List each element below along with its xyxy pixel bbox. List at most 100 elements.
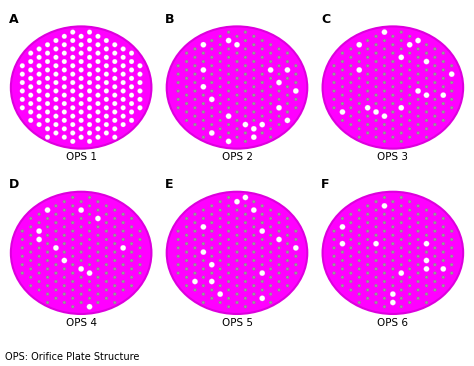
Circle shape	[442, 52, 445, 55]
Circle shape	[392, 111, 394, 113]
Circle shape	[219, 259, 222, 262]
Text: F: F	[321, 178, 329, 191]
Circle shape	[358, 234, 361, 237]
Circle shape	[210, 272, 213, 274]
Circle shape	[374, 136, 378, 139]
Circle shape	[227, 98, 230, 101]
Circle shape	[277, 255, 281, 258]
Circle shape	[425, 276, 428, 279]
Circle shape	[80, 259, 82, 262]
Circle shape	[349, 106, 352, 109]
Circle shape	[417, 48, 419, 51]
Circle shape	[219, 284, 222, 287]
Circle shape	[408, 35, 411, 38]
Circle shape	[193, 64, 197, 67]
Circle shape	[202, 301, 205, 304]
Circle shape	[450, 238, 453, 241]
Circle shape	[45, 51, 50, 56]
Circle shape	[219, 136, 222, 139]
Circle shape	[193, 263, 197, 266]
Circle shape	[201, 249, 206, 255]
Circle shape	[71, 213, 74, 216]
Circle shape	[45, 42, 50, 47]
Circle shape	[261, 56, 264, 59]
Circle shape	[366, 255, 369, 258]
Circle shape	[79, 59, 83, 64]
Circle shape	[417, 98, 419, 101]
Circle shape	[450, 81, 453, 84]
Circle shape	[236, 68, 238, 71]
Circle shape	[252, 251, 255, 254]
Circle shape	[425, 209, 428, 212]
Circle shape	[425, 43, 428, 46]
Circle shape	[113, 292, 116, 296]
Circle shape	[55, 297, 57, 300]
Circle shape	[340, 224, 345, 229]
Circle shape	[236, 242, 238, 245]
Circle shape	[219, 225, 222, 228]
Circle shape	[185, 68, 188, 71]
Circle shape	[424, 92, 429, 98]
Circle shape	[400, 72, 403, 76]
Circle shape	[37, 246, 41, 249]
Circle shape	[55, 255, 57, 258]
Circle shape	[129, 67, 134, 72]
Circle shape	[37, 288, 41, 291]
Circle shape	[71, 263, 74, 266]
Circle shape	[105, 238, 108, 241]
Circle shape	[450, 272, 453, 274]
Circle shape	[374, 94, 378, 97]
Text: OPS 2: OPS 2	[221, 152, 253, 163]
Circle shape	[71, 229, 74, 233]
Circle shape	[21, 246, 24, 249]
Circle shape	[349, 263, 352, 266]
Circle shape	[261, 115, 264, 118]
Ellipse shape	[323, 192, 463, 314]
Circle shape	[252, 60, 255, 63]
Circle shape	[96, 209, 100, 212]
Circle shape	[358, 52, 361, 55]
Circle shape	[227, 255, 230, 258]
Circle shape	[210, 288, 213, 291]
Circle shape	[79, 101, 83, 106]
Circle shape	[210, 246, 213, 249]
Circle shape	[261, 39, 264, 42]
Circle shape	[252, 284, 255, 287]
Circle shape	[425, 292, 428, 296]
Circle shape	[219, 60, 222, 63]
Circle shape	[54, 97, 58, 102]
Circle shape	[121, 89, 126, 93]
Circle shape	[95, 59, 100, 64]
Circle shape	[113, 276, 116, 279]
Circle shape	[366, 238, 369, 241]
Circle shape	[358, 111, 361, 113]
Circle shape	[277, 213, 281, 216]
Circle shape	[252, 259, 255, 262]
Circle shape	[383, 229, 386, 233]
Circle shape	[121, 72, 126, 76]
Circle shape	[417, 297, 419, 300]
Circle shape	[95, 42, 100, 47]
Circle shape	[193, 72, 197, 76]
Circle shape	[408, 259, 411, 262]
Circle shape	[358, 77, 361, 80]
Circle shape	[129, 118, 134, 123]
Circle shape	[269, 251, 272, 254]
Circle shape	[87, 122, 92, 127]
Circle shape	[202, 242, 205, 245]
Circle shape	[62, 118, 67, 123]
Circle shape	[29, 234, 32, 237]
Circle shape	[236, 77, 238, 80]
Circle shape	[383, 140, 386, 143]
Circle shape	[236, 284, 238, 287]
Circle shape	[400, 221, 403, 224]
Circle shape	[71, 204, 74, 208]
Circle shape	[294, 98, 297, 101]
Circle shape	[87, 55, 92, 60]
Circle shape	[417, 72, 419, 76]
Circle shape	[392, 77, 394, 80]
Circle shape	[293, 245, 299, 251]
Circle shape	[80, 276, 82, 279]
Circle shape	[442, 225, 445, 228]
Circle shape	[113, 284, 116, 287]
